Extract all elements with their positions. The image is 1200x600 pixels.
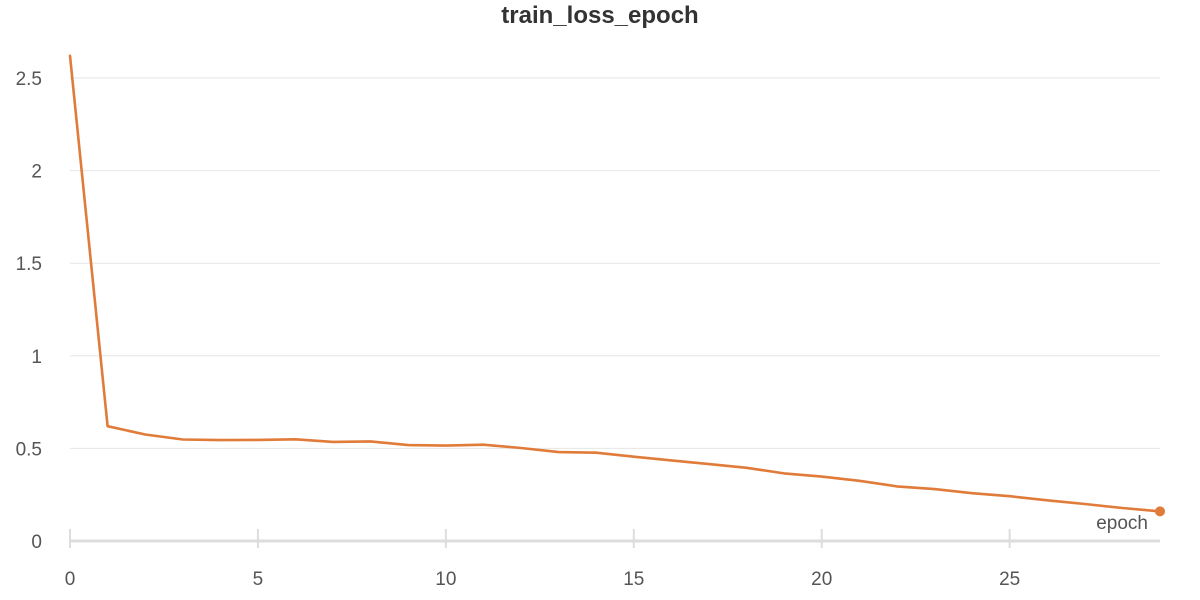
y-tick-label: 1 [31, 347, 42, 368]
chart-title: train_loss_epoch [501, 2, 699, 29]
gridlines [70, 77, 1160, 449]
x-tick-label: 25 [999, 569, 1020, 590]
x-tick-label: 10 [435, 569, 456, 590]
y-tick-label: 0.5 [16, 439, 42, 460]
x-axis-title: epoch [1096, 513, 1148, 534]
x-axis: 0 5 10 15 20 25 [65, 529, 1160, 590]
x-tick-label: 20 [811, 569, 832, 590]
x-tick-label: 15 [623, 569, 644, 590]
series-line [68, 54, 1162, 513]
y-tick-label: 2.5 [16, 69, 42, 90]
y-tick-label: 1.5 [16, 254, 42, 275]
series-layer [68, 54, 1165, 517]
last-point-marker [1155, 506, 1165, 517]
x-tick-label: 0 [65, 569, 76, 590]
y-tick-label: 2 [31, 162, 42, 183]
y-tick-label: 0 [31, 532, 42, 553]
y-axis: 0 0.5 1 1.5 2 2.5 [16, 69, 42, 553]
x-tick-label: 5 [253, 569, 264, 590]
